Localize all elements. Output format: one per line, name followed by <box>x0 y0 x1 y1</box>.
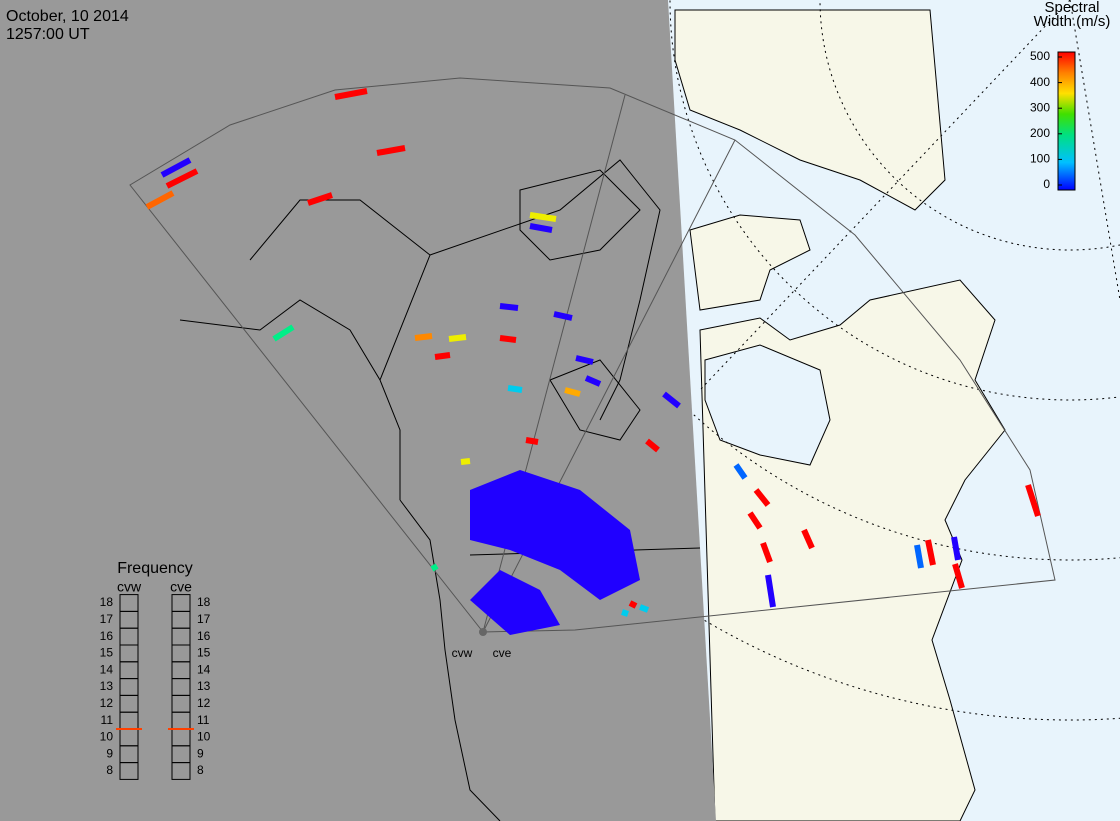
frequency-cell <box>171 594 191 612</box>
frequency-tick-label: 10 <box>100 730 114 744</box>
frequency-tick-label: 12 <box>100 696 114 710</box>
colorbar-tick-label: 100 <box>1030 152 1050 166</box>
time: 1257:00 UT <box>6 26 90 43</box>
echoes <box>145 88 1041 635</box>
frequency-tick-label: 14 <box>197 662 211 676</box>
frequency-tick-label: 16 <box>197 629 211 643</box>
colorbar-tick-label: 300 <box>1030 100 1050 114</box>
frequency-tick-label: 18 <box>197 595 211 609</box>
frequency-tick-label: 13 <box>100 679 114 693</box>
frequency-tick-label: 17 <box>100 612 114 626</box>
frequency-title: Frequency <box>117 560 193 577</box>
frequency-tick-label: 16 <box>100 629 114 643</box>
frequency-tick-label: 12 <box>197 696 211 710</box>
frequency-tick-label: 14 <box>100 662 114 676</box>
radar-name: cve <box>170 579 192 595</box>
frequency-tick-label: 15 <box>100 646 114 660</box>
date: October, 10 2014 <box>6 8 129 25</box>
frequency-tick-label: 10 <box>197 730 211 744</box>
frequency-tick-label: 9 <box>106 746 113 760</box>
site-label: cve <box>493 646 512 660</box>
frequency-tick-label: 8 <box>106 763 113 777</box>
frequency-cell <box>119 594 139 612</box>
colorbar-tick-label: 400 <box>1030 75 1050 89</box>
frequency-tick-label: 9 <box>197 746 204 760</box>
colorbar <box>1057 51 1076 191</box>
colorbar-title: Width (m/s) <box>1034 13 1111 30</box>
frequency-tick-label: 13 <box>197 679 211 693</box>
colorbar-tick-label: 200 <box>1030 126 1050 140</box>
frequency-tick-label: 11 <box>101 713 114 727</box>
colorbar-title: Spectral <box>1044 0 1099 16</box>
frequency-tick-label: 11 <box>197 713 210 727</box>
radar-site <box>479 628 487 636</box>
hudson-bay <box>704 344 831 466</box>
site-label: cvw <box>452 646 473 660</box>
frequency-tick-label: 15 <box>197 646 211 660</box>
colorbar-tick-label: 500 <box>1030 49 1050 63</box>
frequency-tick-label: 17 <box>197 612 211 626</box>
colorbar-tick-label: 0 <box>1043 177 1050 191</box>
latitude-circles <box>349 0 1120 721</box>
radar-name: cvw <box>117 579 142 595</box>
frequency-tick-label: 8 <box>197 763 204 777</box>
frequency-tick-label: 18 <box>100 595 114 609</box>
